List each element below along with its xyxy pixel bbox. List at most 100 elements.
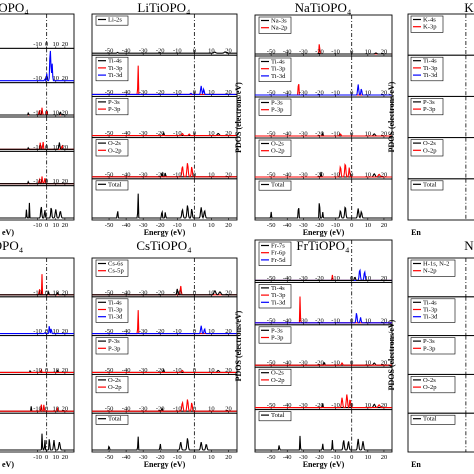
x-tick-label: -40 bbox=[283, 172, 292, 179]
x-tick-label: -20 bbox=[156, 328, 165, 335]
legend-entry: P-3p bbox=[423, 345, 436, 352]
legend-entry: P-3s bbox=[423, 338, 435, 345]
x-tick-label: -30 bbox=[139, 328, 148, 335]
legend-entry: P-3s bbox=[108, 338, 120, 345]
x-tick-label: 20 bbox=[62, 289, 69, 296]
x-tick-label: -10 bbox=[331, 49, 340, 56]
x-tick-label: 0 bbox=[350, 402, 353, 409]
x-tick-label: 0 bbox=[350, 172, 353, 179]
x-tick-label: -20 bbox=[315, 172, 324, 179]
pdos-curve bbox=[255, 52, 392, 55]
legend-box bbox=[95, 15, 129, 26]
x-tick-label: 10 bbox=[53, 110, 60, 117]
legend-entry: Fr-5d bbox=[271, 257, 286, 264]
legend-entry: Ti-3p bbox=[423, 65, 438, 72]
x-tick-label: -10 bbox=[331, 222, 340, 229]
x-tick-label: 0 bbox=[45, 110, 48, 117]
legend: O-2sO-2p bbox=[95, 139, 129, 157]
x-tick-label: -20 bbox=[315, 131, 324, 138]
x-tick-label: -50 bbox=[267, 317, 276, 324]
legend-entry: Total bbox=[108, 416, 122, 423]
pdos-curve bbox=[0, 289, 74, 296]
x-tick-label: -20 bbox=[315, 454, 324, 461]
legend-entry: Cs-6s bbox=[108, 261, 123, 268]
legend-entry: K-4s bbox=[423, 17, 436, 24]
x-tick-label: -20 bbox=[315, 360, 324, 367]
x-axis-label: eV) bbox=[2, 460, 14, 469]
legend-box bbox=[258, 411, 292, 422]
legend: O-2sO-2p bbox=[258, 368, 292, 386]
legend-entry: Ti-3d bbox=[423, 72, 438, 79]
legend-entry: Ti-3p bbox=[108, 65, 123, 72]
x-tick-label: -10 bbox=[331, 454, 340, 461]
x-tick-label: 0 bbox=[45, 41, 48, 48]
x-tick-label: 10 bbox=[53, 75, 60, 82]
x-tick-label: -10 bbox=[173, 48, 182, 55]
x-tick-label: 20 bbox=[62, 328, 69, 335]
pdos-panel-1: TiOPO₄-1001020-1001020-1001020-1001020-1… bbox=[0, 0, 75, 237]
x-tick-label: -30 bbox=[139, 454, 148, 461]
legend-entry: P-3p bbox=[108, 345, 121, 352]
x-tick-label: -10 bbox=[33, 454, 42, 461]
x-tick-label: -50 bbox=[267, 402, 276, 409]
panel-title: LiTiOPO₄ bbox=[137, 0, 191, 15]
legend: Total bbox=[410, 414, 456, 425]
legend: K-4sK-3p bbox=[410, 15, 444, 33]
subplot-6: -10 0 10 20 bbox=[0, 185, 75, 229]
subplot-5: Total bbox=[407, 178, 474, 221]
legend-entry: O-2p bbox=[271, 377, 285, 384]
pdos-curve bbox=[0, 433, 74, 451]
legend-entry: Ti-3d bbox=[271, 73, 286, 80]
x-tick-label: 20 bbox=[62, 41, 69, 48]
x-tick-label: -40 bbox=[122, 406, 131, 413]
legend-entry: Ti-3p bbox=[108, 307, 123, 314]
x-tick-label: -40 bbox=[283, 90, 292, 97]
x-tick-label: -10 bbox=[33, 222, 42, 229]
x-tick-label: -10 bbox=[173, 289, 182, 296]
legend: Total bbox=[258, 180, 292, 191]
x-tick-label: 0 bbox=[350, 49, 353, 56]
x-tick-label: 10 bbox=[208, 367, 215, 374]
legend-box bbox=[258, 139, 292, 157]
legend-entry: Ti-4s bbox=[108, 299, 122, 306]
legend: P-3sP-3p bbox=[95, 98, 129, 116]
panel-title: CsTiOPO₄ bbox=[136, 238, 192, 253]
x-tick-label: 20 bbox=[381, 49, 388, 56]
x-tick-label: 10 bbox=[365, 49, 372, 56]
x-tick-label: -10 bbox=[331, 360, 340, 367]
x-tick-label: -40 bbox=[283, 275, 292, 282]
legend-box bbox=[410, 337, 456, 355]
x-tick-label: -30 bbox=[299, 360, 308, 367]
x-tick-label: 0 bbox=[45, 222, 48, 229]
x-tick-label: 0 bbox=[45, 406, 48, 413]
x-tick-label: 0 bbox=[193, 130, 196, 137]
subplot-2: -10 0 10 20 bbox=[0, 296, 75, 337]
legend-entry: Fr-6p bbox=[271, 250, 286, 257]
x-tick-label: -10 bbox=[173, 222, 182, 229]
x-tick-label: 20 bbox=[381, 275, 388, 282]
pdos-curve bbox=[92, 325, 237, 335]
subplot-3: -10 0 10 20 bbox=[0, 82, 75, 118]
x-tick-label: -20 bbox=[156, 454, 165, 461]
x-tick-label: 20 bbox=[62, 454, 69, 461]
x-tick-label: -50 bbox=[105, 130, 114, 137]
x-tick-label: -20 bbox=[156, 289, 165, 296]
panel-title: TiOPO₄ bbox=[0, 0, 29, 15]
legend: Total bbox=[95, 180, 129, 191]
legend: H-1s, N-2N-2p bbox=[410, 259, 456, 277]
x-tick-label: 0 bbox=[350, 317, 353, 324]
legend-box bbox=[410, 414, 456, 425]
legend-box bbox=[410, 139, 444, 157]
x-axis-label: En bbox=[411, 460, 421, 469]
legend-entry: Ti-4s bbox=[423, 58, 437, 65]
x-tick-label: 20 bbox=[62, 406, 69, 413]
x-tick-label: -40 bbox=[122, 130, 131, 137]
legend-box bbox=[95, 139, 129, 157]
x-tick-label: 10 bbox=[365, 454, 372, 461]
x-tick-label: 10 bbox=[53, 289, 60, 296]
pdos-curve bbox=[255, 133, 392, 137]
